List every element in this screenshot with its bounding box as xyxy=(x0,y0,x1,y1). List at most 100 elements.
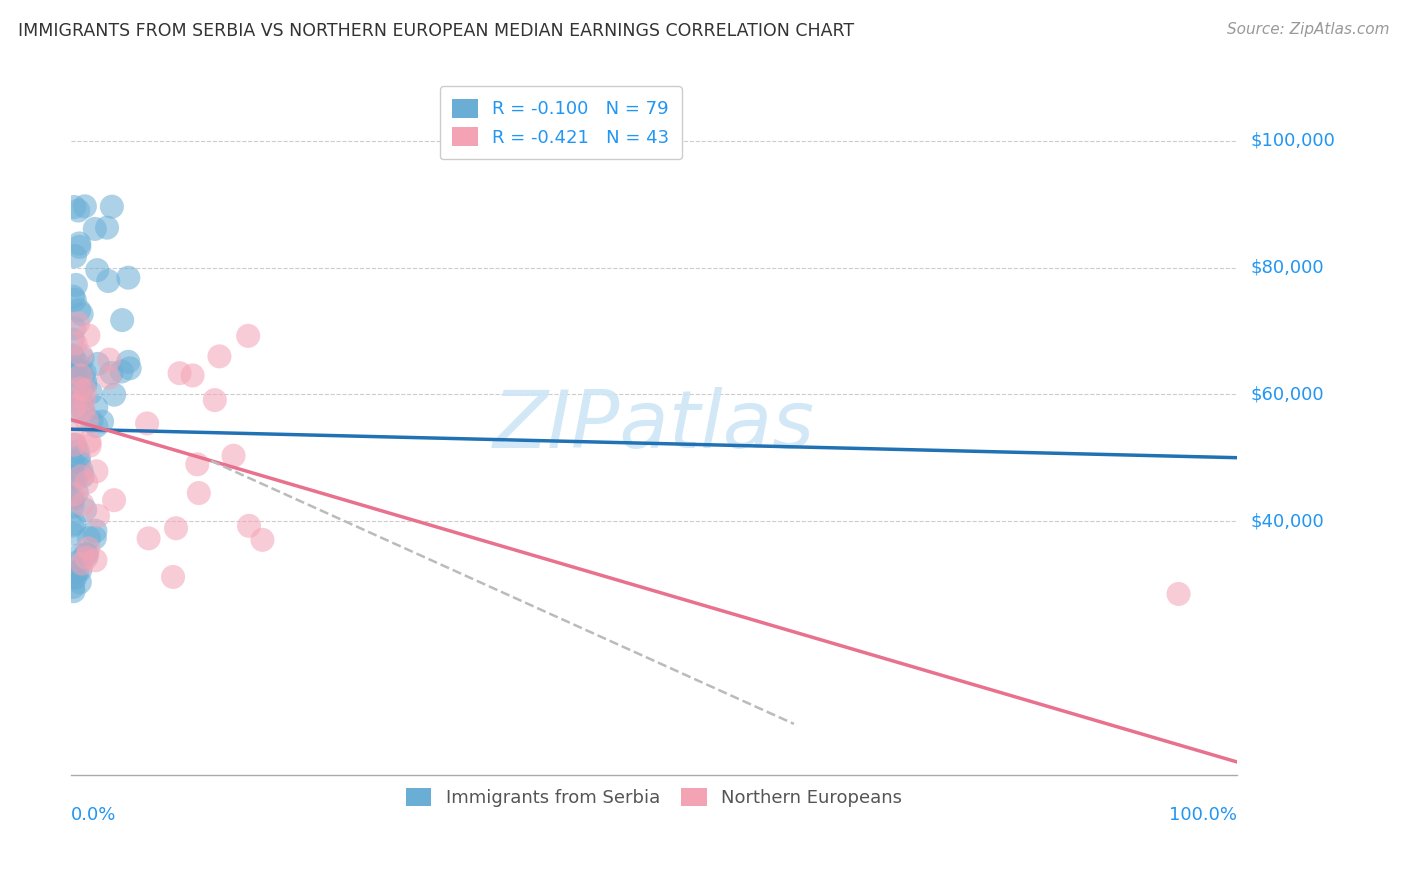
Point xyxy=(73,365,96,379)
Point xyxy=(252,533,274,547)
Point xyxy=(67,317,90,331)
Point xyxy=(75,475,97,490)
Point xyxy=(138,532,160,546)
Point xyxy=(222,449,245,463)
Point xyxy=(60,368,83,382)
Point xyxy=(60,491,83,505)
Point xyxy=(65,364,87,378)
Point xyxy=(101,200,124,214)
Point xyxy=(77,541,100,556)
Point xyxy=(65,571,87,585)
Point xyxy=(62,333,84,347)
Point xyxy=(70,463,93,477)
Point xyxy=(97,274,120,288)
Point xyxy=(86,464,108,478)
Point xyxy=(67,385,90,400)
Point xyxy=(62,359,84,374)
Point xyxy=(86,263,108,277)
Point xyxy=(98,352,121,367)
Point xyxy=(73,392,96,407)
Point xyxy=(80,414,103,428)
Point xyxy=(66,383,89,397)
Point xyxy=(96,220,118,235)
Point xyxy=(65,277,87,292)
Legend: Immigrants from Serbia, Northern Europeans: Immigrants from Serbia, Northern Europea… xyxy=(399,780,910,814)
Point xyxy=(97,370,120,384)
Point xyxy=(62,487,84,501)
Point xyxy=(62,584,84,599)
Point xyxy=(75,374,97,388)
Point xyxy=(181,368,204,383)
Point xyxy=(62,500,84,514)
Point xyxy=(63,399,86,413)
Point xyxy=(62,290,84,304)
Point xyxy=(67,303,90,318)
Point xyxy=(87,357,110,371)
Point xyxy=(75,547,97,561)
Point xyxy=(162,570,184,584)
Point xyxy=(72,497,94,511)
Point xyxy=(69,364,91,378)
Point xyxy=(83,531,105,545)
Point xyxy=(72,402,94,417)
Point xyxy=(63,200,86,214)
Point xyxy=(69,382,91,396)
Point xyxy=(83,222,105,236)
Point xyxy=(66,565,89,579)
Point xyxy=(62,470,84,484)
Point xyxy=(91,415,114,429)
Point xyxy=(75,502,97,516)
Point xyxy=(87,508,110,523)
Point xyxy=(60,348,83,362)
Point xyxy=(84,553,107,567)
Point xyxy=(70,307,93,321)
Point xyxy=(103,493,125,508)
Point xyxy=(67,454,90,468)
Point xyxy=(75,377,97,392)
Point xyxy=(238,519,260,533)
Point xyxy=(63,570,86,584)
Point xyxy=(66,485,89,500)
Point xyxy=(77,328,100,343)
Point xyxy=(238,329,260,343)
Point xyxy=(63,249,86,263)
Point xyxy=(110,364,132,378)
Point xyxy=(63,438,86,452)
Point xyxy=(69,554,91,568)
Point xyxy=(65,336,87,351)
Point xyxy=(84,401,107,415)
Point xyxy=(66,444,89,458)
Point xyxy=(72,351,94,366)
Point xyxy=(79,434,101,449)
Point xyxy=(65,404,87,418)
Text: $100,000: $100,000 xyxy=(1251,132,1336,150)
Text: $40,000: $40,000 xyxy=(1251,512,1324,530)
Point xyxy=(117,355,139,369)
Point xyxy=(69,469,91,483)
Point xyxy=(136,417,159,431)
Point xyxy=(63,438,86,452)
Point xyxy=(72,469,94,483)
Text: 0.0%: 0.0% xyxy=(72,806,117,824)
Point xyxy=(69,563,91,577)
Point xyxy=(67,203,90,218)
Point xyxy=(208,350,231,364)
Point xyxy=(69,368,91,383)
Point xyxy=(117,270,139,285)
Point xyxy=(60,473,83,487)
Point xyxy=(76,413,98,427)
Text: Source: ZipAtlas.com: Source: ZipAtlas.com xyxy=(1226,22,1389,37)
Point xyxy=(70,392,93,407)
Point xyxy=(73,384,96,398)
Point xyxy=(67,240,90,254)
Point xyxy=(63,293,86,307)
Point xyxy=(63,351,86,366)
Point xyxy=(186,458,208,472)
Point xyxy=(111,313,134,327)
Point xyxy=(79,439,101,453)
Point xyxy=(62,493,84,508)
Point xyxy=(60,428,83,442)
Point xyxy=(60,455,83,469)
Point xyxy=(77,531,100,545)
Point xyxy=(80,385,103,400)
